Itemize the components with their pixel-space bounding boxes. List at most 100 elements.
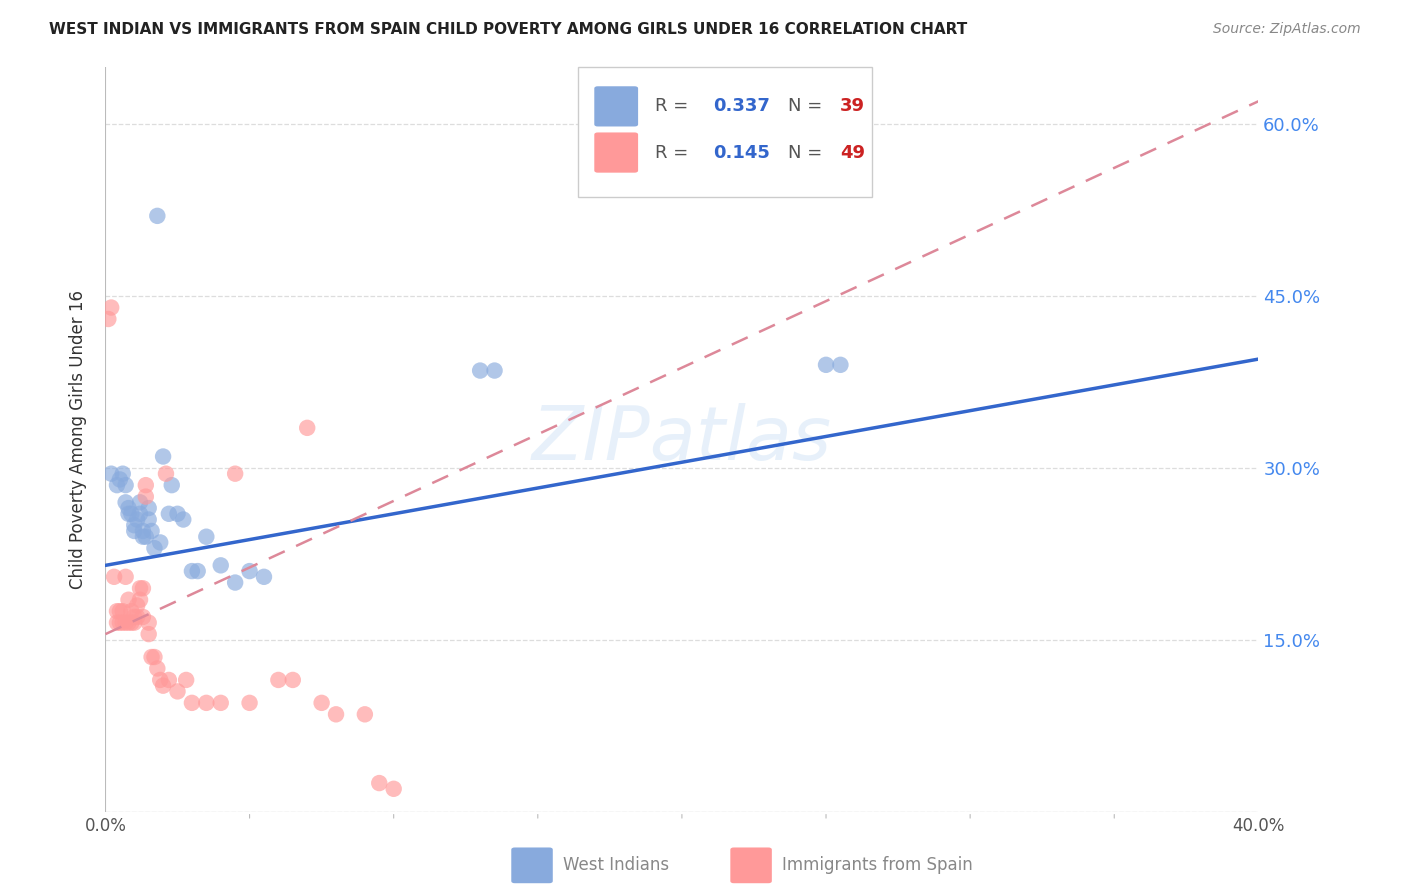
Point: [180, 696, 204, 710]
Point: [166, 507, 188, 521]
Point: [253, 570, 276, 584]
Point: [484, 363, 506, 377]
Point: [114, 570, 136, 584]
Text: N =: N =: [787, 144, 828, 161]
Point: [143, 650, 166, 665]
Point: [138, 512, 160, 526]
Point: [111, 604, 134, 618]
Point: [149, 673, 172, 687]
Point: [180, 564, 204, 578]
Point: [129, 592, 152, 607]
Point: [117, 501, 139, 516]
Point: [105, 478, 128, 492]
Point: [100, 301, 122, 315]
Point: [120, 507, 142, 521]
Point: [132, 524, 155, 538]
Point: [149, 535, 172, 549]
FancyBboxPatch shape: [512, 847, 553, 883]
Point: [143, 541, 166, 556]
Point: [117, 615, 139, 630]
Point: [209, 696, 232, 710]
Text: R =: R =: [655, 144, 695, 161]
Point: [146, 209, 169, 223]
Point: [127, 610, 149, 624]
Point: [129, 507, 152, 521]
Point: [105, 604, 128, 618]
Point: [224, 575, 246, 590]
Text: 39: 39: [839, 97, 865, 115]
Point: [141, 524, 163, 538]
Text: Source: ZipAtlas.com: Source: ZipAtlas.com: [1213, 22, 1361, 37]
Point: [127, 599, 149, 613]
Point: [325, 707, 347, 722]
Point: [108, 604, 131, 618]
Point: [129, 495, 152, 509]
Text: 0.145: 0.145: [713, 144, 770, 161]
Text: ZIPatlas: ZIPatlas: [531, 403, 832, 475]
Point: [239, 696, 262, 710]
Point: [124, 518, 146, 533]
Point: [117, 507, 139, 521]
Point: [124, 524, 146, 538]
Point: [138, 627, 160, 641]
Point: [132, 582, 155, 596]
Point: [127, 512, 149, 526]
FancyBboxPatch shape: [730, 847, 772, 883]
Point: [124, 610, 146, 624]
Point: [100, 467, 122, 481]
Point: [105, 615, 128, 630]
Point: [135, 478, 157, 492]
Point: [815, 358, 838, 372]
Point: [117, 592, 139, 607]
Point: [120, 604, 142, 618]
Point: [382, 781, 405, 796]
Point: [152, 450, 174, 464]
Point: [195, 696, 218, 710]
Text: WEST INDIAN VS IMMIGRANTS FROM SPAIN CHILD POVERTY AMONG GIRLS UNDER 16 CORRELAT: WEST INDIAN VS IMMIGRANTS FROM SPAIN CHI…: [49, 22, 967, 37]
Point: [830, 358, 852, 372]
Y-axis label: Child Poverty Among Girls Under 16: Child Poverty Among Girls Under 16: [69, 290, 87, 589]
Point: [129, 582, 152, 596]
Point: [114, 615, 136, 630]
Point: [157, 507, 180, 521]
Point: [311, 696, 333, 710]
Point: [146, 661, 169, 675]
Text: N =: N =: [787, 97, 828, 115]
FancyBboxPatch shape: [595, 132, 638, 173]
Text: Immigrants from Spain: Immigrants from Spain: [782, 856, 973, 874]
Point: [124, 615, 146, 630]
Point: [103, 570, 125, 584]
Point: [239, 564, 262, 578]
Point: [108, 472, 131, 486]
Point: [281, 673, 304, 687]
Point: [152, 679, 174, 693]
Point: [108, 615, 131, 630]
Text: West Indians: West Indians: [564, 856, 669, 874]
Point: [138, 501, 160, 516]
Point: [354, 707, 377, 722]
FancyBboxPatch shape: [578, 67, 872, 197]
Text: R =: R =: [655, 97, 695, 115]
Point: [224, 467, 246, 481]
Point: [114, 478, 136, 492]
Point: [172, 512, 194, 526]
Point: [114, 495, 136, 509]
Point: [155, 467, 177, 481]
Point: [166, 684, 188, 698]
Point: [157, 673, 180, 687]
FancyBboxPatch shape: [595, 87, 638, 127]
Point: [267, 673, 290, 687]
Point: [135, 530, 157, 544]
Point: [141, 650, 163, 665]
Point: [120, 615, 142, 630]
Point: [368, 776, 391, 790]
Point: [132, 530, 155, 544]
Text: 49: 49: [839, 144, 865, 161]
Point: [209, 558, 232, 573]
Point: [111, 467, 134, 481]
Point: [138, 615, 160, 630]
Point: [97, 312, 120, 326]
Point: [297, 421, 319, 435]
Point: [174, 673, 197, 687]
Text: 0.337: 0.337: [713, 97, 770, 115]
